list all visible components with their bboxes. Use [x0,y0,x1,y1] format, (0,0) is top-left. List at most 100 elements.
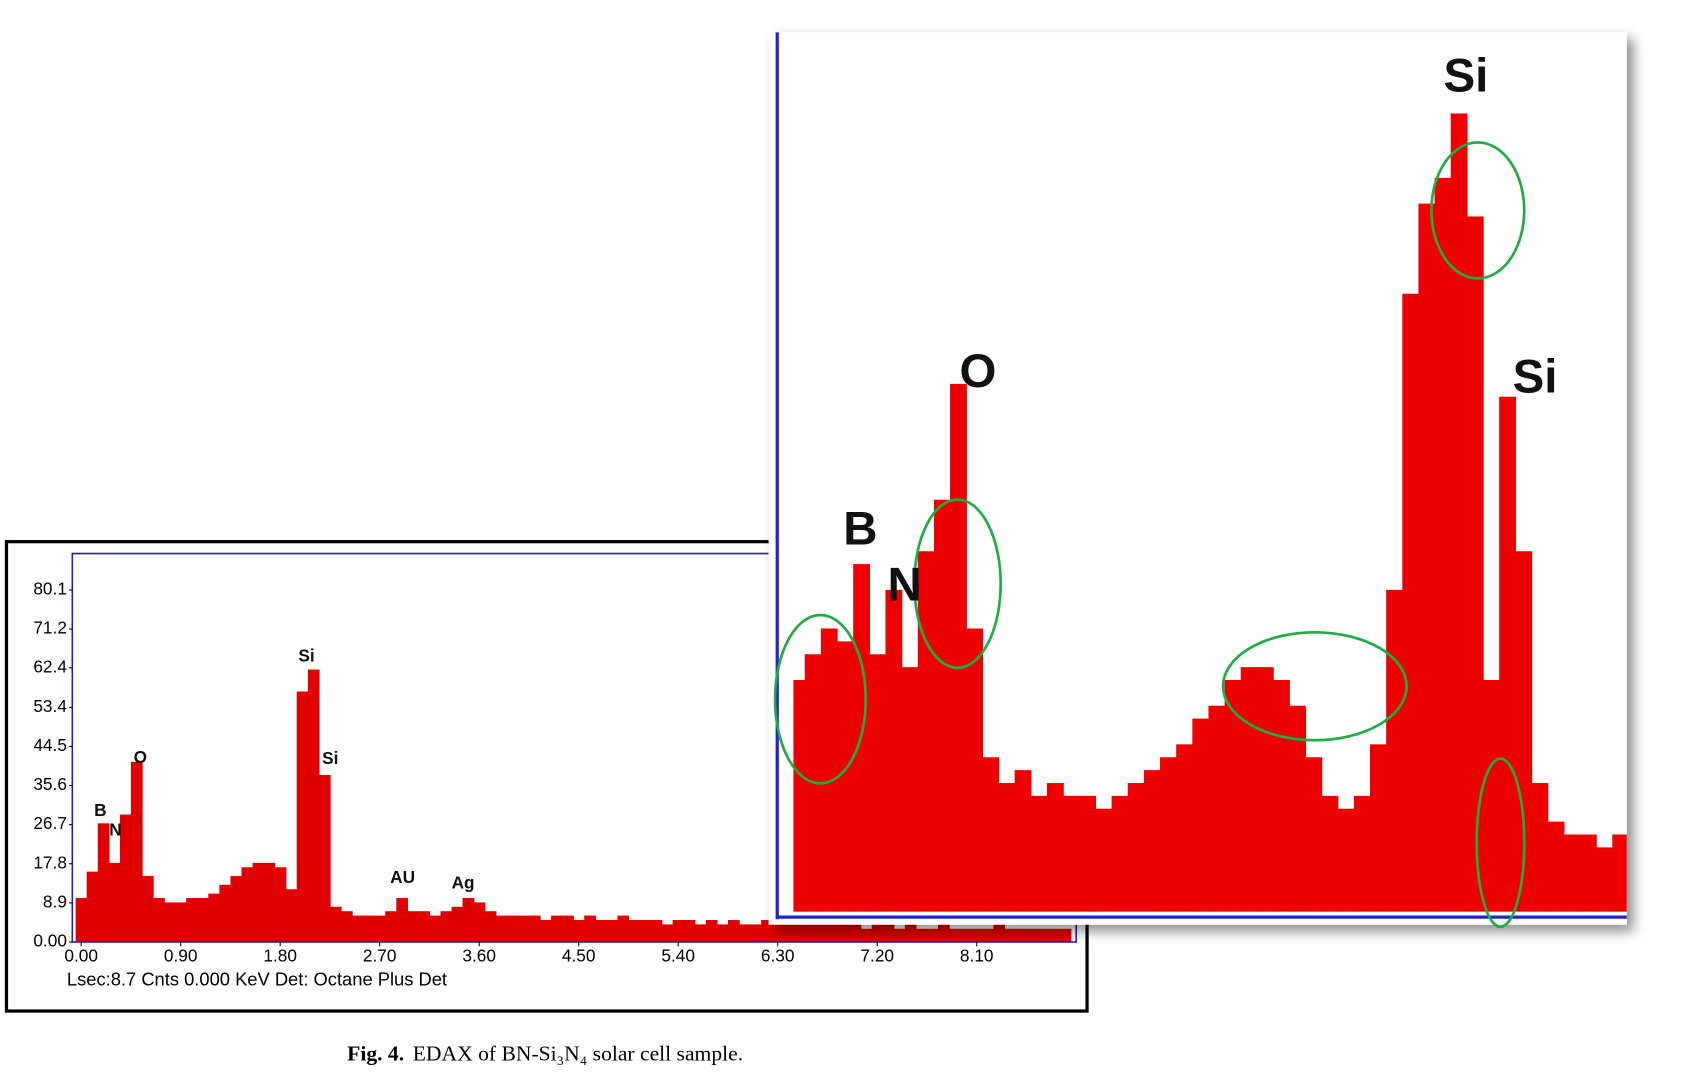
peak-label: N [887,559,921,612]
bar [982,928,994,942]
bar [1402,293,1420,912]
bar [130,761,143,942]
bar [363,915,375,942]
y-tick-label: 44.5 [33,735,67,755]
bar [772,924,784,942]
bar [838,924,851,942]
bar [517,915,530,942]
bar [716,924,729,942]
bar [175,902,187,942]
y-tick-label: 0.00 [33,931,67,951]
inset-chart: BN O Si Si [768,32,1627,929]
bar [1515,551,1533,912]
highlight [1430,141,1526,280]
x-tick-label: 6.30 [761,946,795,966]
bar [540,919,552,942]
bar [837,641,854,912]
bar [926,928,939,942]
peak-label: N [109,819,121,839]
bar [1046,783,1064,912]
y-tick-label: 53.4 [33,696,67,716]
bar [1192,718,1210,912]
peak-label: Si [322,748,338,768]
bar [783,924,795,942]
bar [374,915,386,942]
bar [407,911,420,942]
bar [197,898,209,942]
bar [650,919,663,942]
bar [219,884,232,942]
bar [1386,589,1403,912]
x-tick-label: 8.10 [960,946,994,966]
bar [495,915,508,942]
bar [352,915,364,942]
bar [241,867,254,942]
bar [1059,928,1072,942]
bar [1143,770,1161,912]
bar [1579,834,1597,912]
bar [385,911,397,942]
labels: BN O Si Si [843,49,1557,611]
bar [451,906,464,942]
bar [274,867,287,942]
bar [1434,177,1452,912]
bar [966,628,984,912]
bar [938,924,950,942]
bar [1563,834,1581,912]
bar [1240,667,1258,912]
bar [727,919,740,942]
bar [1369,744,1387,912]
bar [1004,928,1017,942]
peak-label: O [960,345,997,398]
bar [617,915,630,942]
bar [86,871,99,942]
bar [739,924,751,942]
bar [1547,821,1565,912]
bar [340,911,353,942]
bar [1079,795,1097,912]
bar [885,589,903,912]
bar [506,915,519,942]
bar [661,924,674,942]
bar [750,924,762,942]
bar [208,893,221,942]
bar [1014,770,1032,912]
bar [1337,808,1355,912]
bar [484,911,497,942]
x-tick-label: 1.80 [263,946,297,966]
bar [462,898,475,942]
bar [429,915,442,942]
highlight [1475,757,1526,929]
x-tick-label: 4.50 [562,946,596,966]
bar [252,862,265,942]
y-tick-label: 26.7 [33,813,67,833]
bar [1037,928,1050,942]
bar [1015,928,1028,942]
bar [1095,808,1113,912]
bar [882,924,895,942]
bar [153,898,165,942]
bar [683,919,696,942]
bar [551,915,563,942]
y-tick-label: 8.9 [43,891,67,911]
bar [1353,795,1371,912]
caption-text: EDAX of BN-Si₃N₄ solar cell sample. [413,1041,743,1065]
peak-label: AU [390,867,415,887]
bar [761,919,773,942]
bar [584,915,596,942]
bar [705,919,718,942]
bar [794,924,807,942]
bar [1030,795,1048,912]
bar [639,919,652,942]
bar [318,774,331,942]
bar [473,902,486,942]
bar [628,919,641,942]
bar [1111,795,1129,912]
x-tick-label: 0.00 [64,946,98,966]
bar [820,628,838,912]
bar [573,919,585,942]
bar [915,928,928,942]
bar [871,924,884,942]
bar [901,667,919,912]
